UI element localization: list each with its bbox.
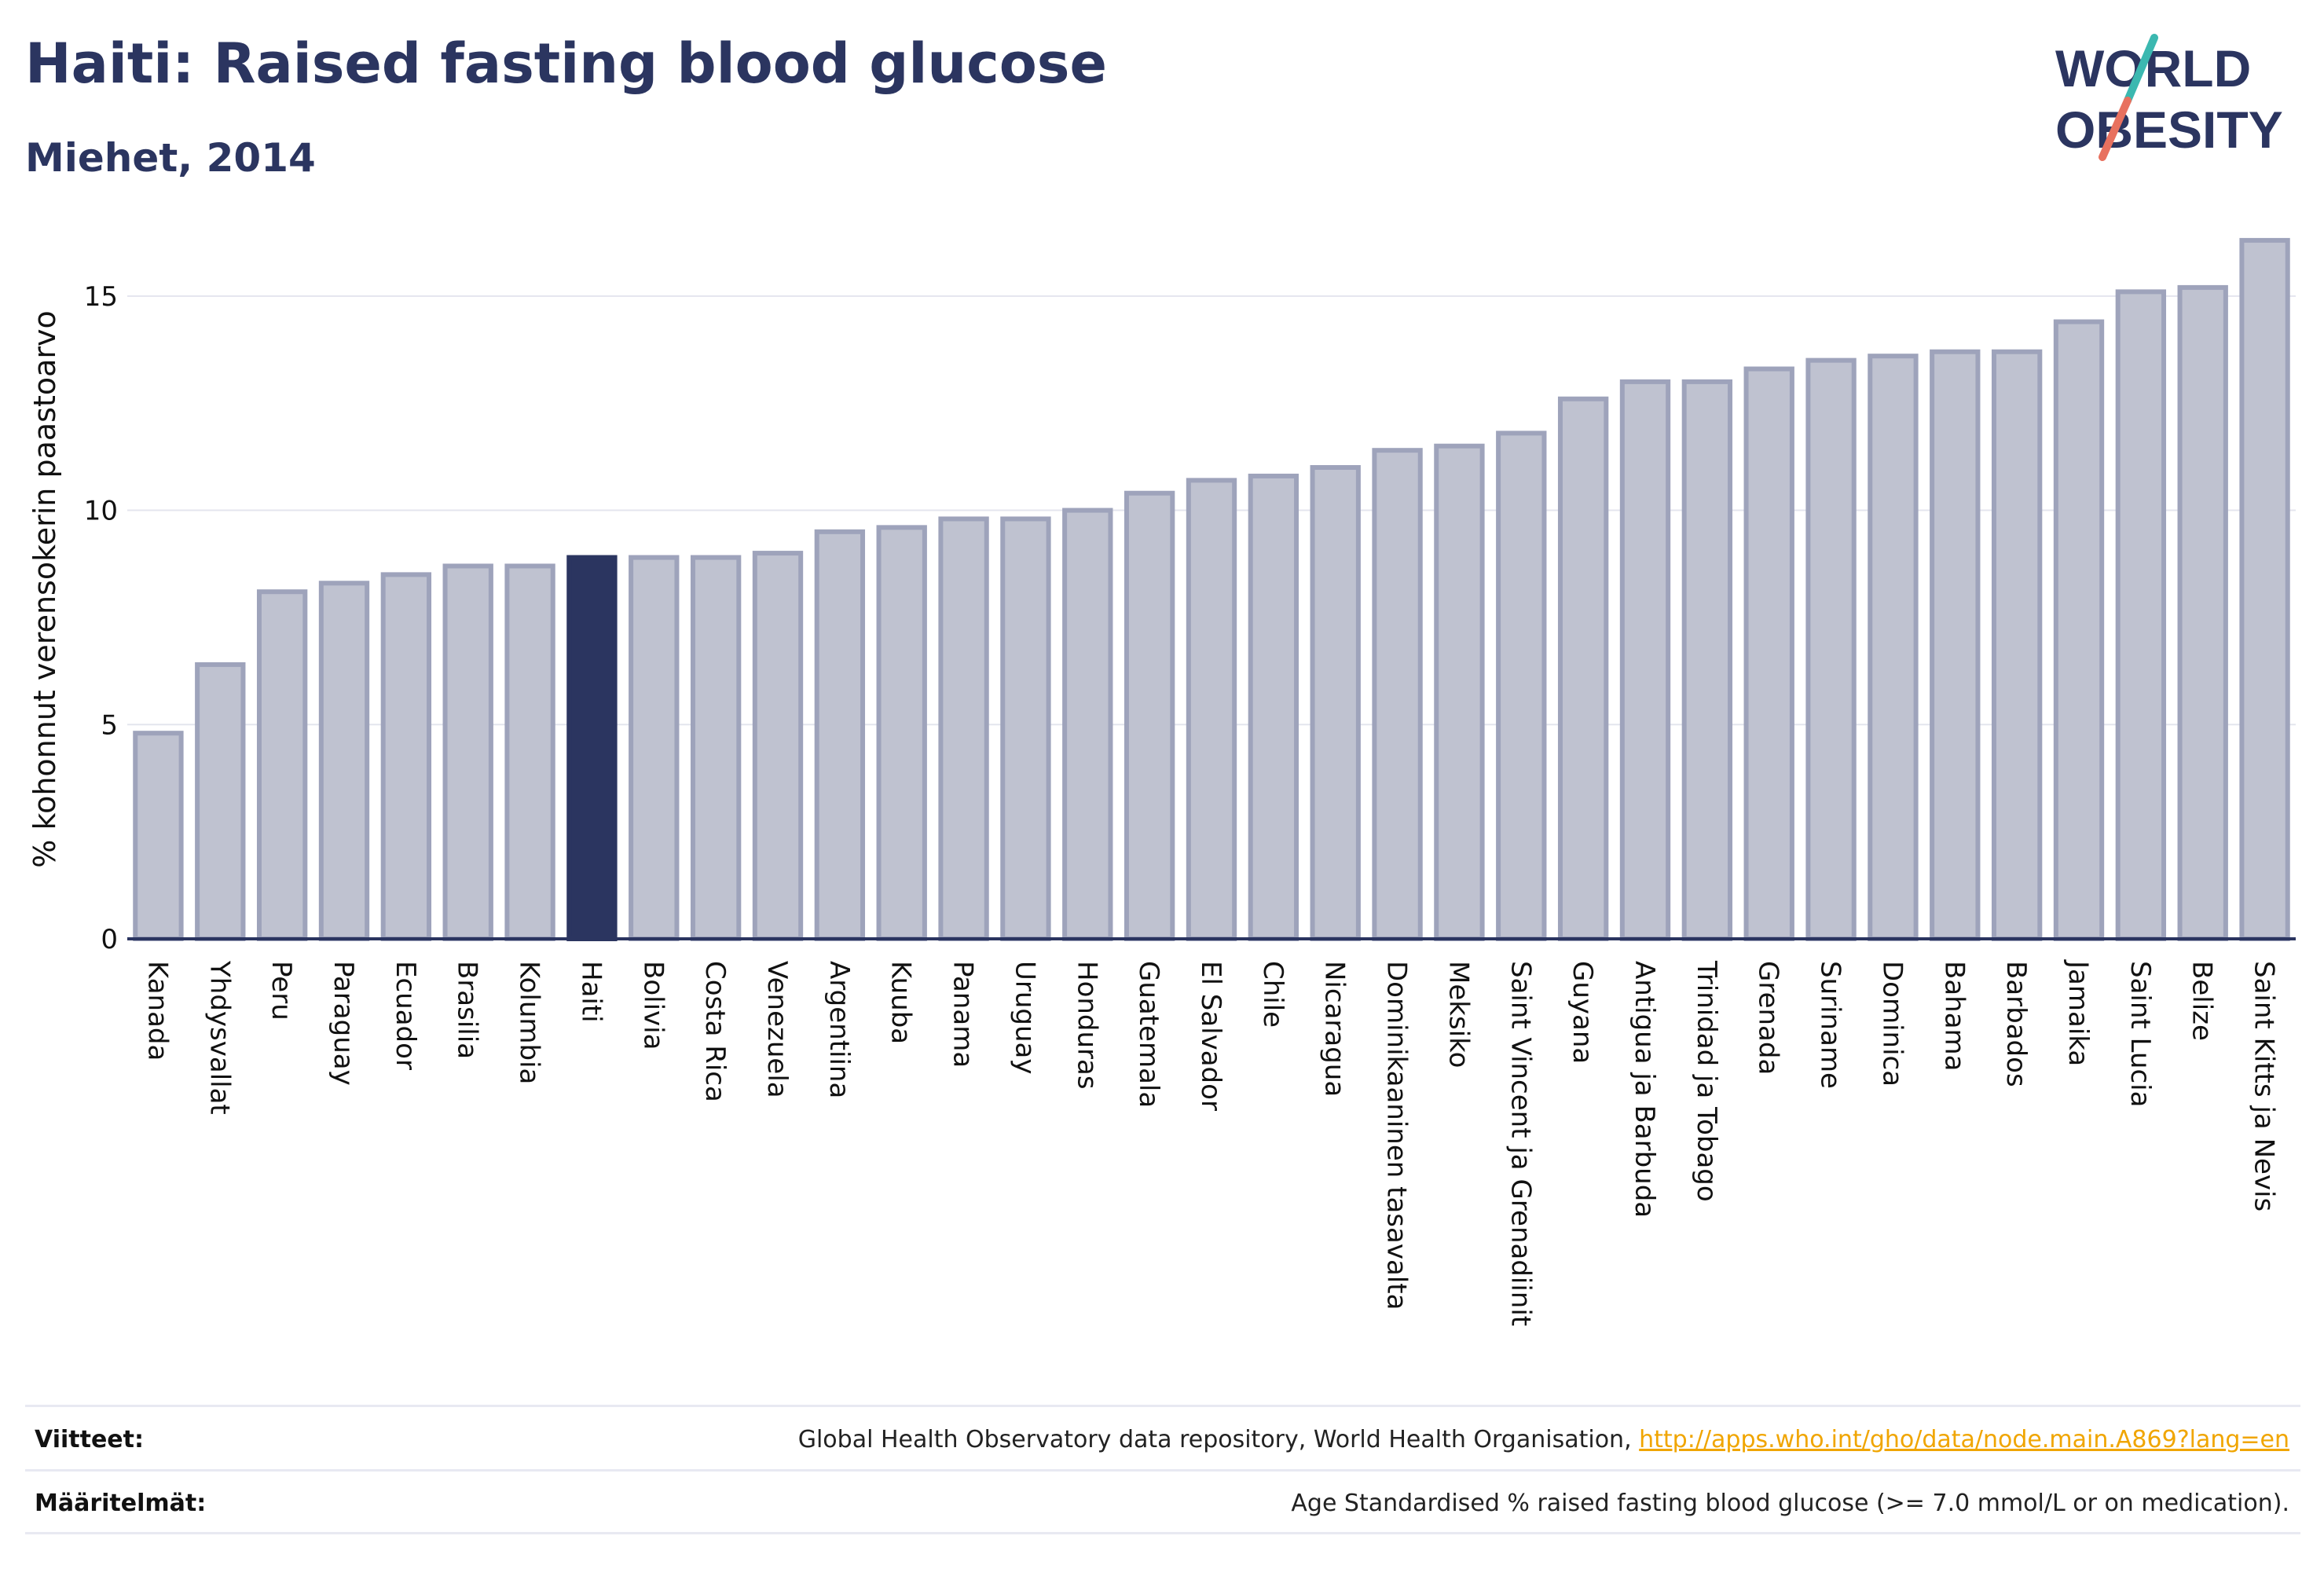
logo-slash-teal <box>2124 34 2158 104</box>
bar-haiti <box>566 555 618 942</box>
bar-uruguay <box>1000 516 1051 941</box>
bar-barbados <box>1991 349 2043 941</box>
x-tick-label: Saint Lucia <box>2124 961 2156 1107</box>
bar-kanada <box>133 731 184 941</box>
bar-jamaika <box>2053 319 2105 941</box>
x-tick-label: Grenada <box>1753 961 1784 1075</box>
x-tick-label: Panama <box>948 961 979 1068</box>
definitions-label: Määritelmät: <box>35 1490 207 1517</box>
x-tick-label: Bahama <box>1938 961 1970 1072</box>
x-tick-label: Kanada <box>141 961 173 1061</box>
bar-suriname <box>1805 357 1857 941</box>
bar-brasilia <box>442 563 493 941</box>
x-tick-label: Yhdysvallat <box>203 960 235 1115</box>
x-tick-label: Guatemala <box>1133 961 1164 1108</box>
definitions-text: Age Standardised % raised fasting blood … <box>1291 1490 2289 1517</box>
bar-argentiina <box>814 529 866 941</box>
logo-slash-coral <box>2099 97 2132 161</box>
y-axis-label: % kohonnut verensokerin paastoarvo <box>27 310 62 867</box>
references-label: Viitteet: <box>35 1426 144 1453</box>
footer-divider-top <box>25 1405 2300 1407</box>
references-value: Global Health Observatory data repositor… <box>798 1426 2289 1453</box>
x-tick-label: Guyana <box>1567 961 1598 1064</box>
y-tick-label: 0 <box>101 924 118 955</box>
x-tick-label: Trinidad ja Tobago <box>1691 960 1722 1202</box>
y-tick-label: 10 <box>84 496 118 527</box>
logo-line2: OBESITY <box>2055 101 2283 159</box>
x-tick-label: Peru <box>266 961 297 1021</box>
x-tick-label: Ecuador <box>390 961 421 1070</box>
bar-kuuba <box>876 525 927 941</box>
x-tick-label: Dominica <box>1876 961 1908 1087</box>
bar-trinidad-ja-tobago <box>1681 379 1733 941</box>
bar-saint-lucia <box>2115 289 2167 941</box>
bar-saint-vincent-ja-grenadiinit <box>1496 431 1547 941</box>
bar-dominica <box>1868 354 1919 941</box>
y-tick-label: 15 <box>84 281 118 313</box>
x-tick-label: Haiti <box>575 961 607 1023</box>
bar-bolivia <box>629 555 680 942</box>
bar-el-salvador <box>1186 478 1237 941</box>
x-tick-label: Brasilia <box>452 961 483 1059</box>
bars-layer <box>133 237 2290 942</box>
x-tick-label: Saint Vincent ja Grenadiinit <box>1505 961 1536 1326</box>
chart-subtitle: Miehet, 2014 <box>25 135 316 181</box>
bar-meksiko <box>1434 443 1485 941</box>
bar-kolumbia <box>504 563 555 941</box>
x-tick-label: Meksiko <box>1442 961 1474 1068</box>
y-tick-label: 5 <box>101 709 118 741</box>
x-tick-label: Dominikaaninen tasavalta <box>1381 961 1413 1310</box>
x-tick-label: Suriname <box>1815 961 1846 1089</box>
x-tick-label: Saint Kitts ja Nevis <box>2249 961 2280 1211</box>
x-tick-label: Honduras <box>1071 961 1102 1090</box>
x-tick-label: Costa Rica <box>699 961 731 1102</box>
references-link[interactable]: http://apps.who.int/gho/data/node.main.A… <box>1639 1426 2289 1453</box>
bar-honduras <box>1062 508 1113 941</box>
x-tick-label: Venezuela <box>761 961 793 1098</box>
x-tick-label: Kolumbia <box>514 961 545 1084</box>
bar-dominikaaninen-tasavalta <box>1372 448 1423 941</box>
bar-venezuela <box>752 551 804 941</box>
bar-nicaragua <box>1310 465 1361 941</box>
x-tick-label: Antigua ja Barbuda <box>1629 961 1660 1218</box>
bar-costa-rica <box>690 555 742 942</box>
x-tick-label: Jamaika <box>2062 959 2094 1066</box>
x-tick-label: Chile <box>1257 961 1288 1028</box>
bar-belize <box>2177 284 2228 941</box>
bar-bahama <box>1930 349 1981 941</box>
world-obesity-logo: WORLD OBESITY <box>2055 34 2283 161</box>
x-tick-label: Argentiina <box>823 961 855 1098</box>
bar-panama <box>938 516 989 941</box>
bar-grenada <box>1743 366 1794 941</box>
bar-guyana <box>1557 396 1609 941</box>
bar-chile <box>1248 473 1299 941</box>
bar-peru <box>256 589 308 941</box>
bar-yhdysvallat <box>195 662 246 942</box>
footer-divider-bottom <box>25 1532 2300 1534</box>
x-tick-label: Kuuba <box>885 961 917 1044</box>
x-tick-label: Belize <box>2187 961 2218 1041</box>
footer-divider-middle <box>25 1469 2300 1472</box>
references-text: Global Health Observatory data repositor… <box>797 1426 1640 1453</box>
x-tick-label: Nicaragua <box>1319 961 1351 1097</box>
bar-saint-kitts-ja-nevis <box>2239 237 2290 941</box>
bar-chart: 0 5 10 15 Kanada Yhdysvallat Peru Paraguay Ecuad… <box>27 237 2296 1326</box>
x-tick-label: Bolivia <box>637 961 669 1050</box>
bar-guatemala <box>1124 490 1175 941</box>
x-tick-label: Barbados <box>2000 961 2032 1087</box>
x-tick-label: Uruguay <box>1009 961 1040 1075</box>
bar-antigua-ja-barbuda <box>1619 379 1671 941</box>
chart-title: Haiti: Raised fasting blood glucose <box>25 31 1107 96</box>
bar-paraguay <box>318 581 370 941</box>
x-tick-label: El Salvador <box>1195 961 1226 1111</box>
axis-layer: 0 5 10 15 Kanada Yhdysvallat Peru Paraguay Ecuad… <box>84 281 2296 1326</box>
bar-ecuador <box>380 572 432 941</box>
x-tick-label: Paraguay <box>328 961 359 1086</box>
